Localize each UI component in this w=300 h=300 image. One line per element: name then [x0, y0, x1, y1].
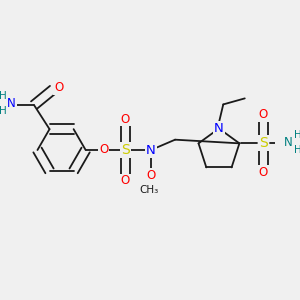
- Text: N: N: [146, 143, 156, 157]
- Text: H: H: [294, 130, 300, 140]
- Text: H: H: [0, 92, 7, 101]
- Text: O: O: [121, 112, 130, 125]
- Text: O: O: [54, 81, 64, 94]
- Text: N: N: [284, 136, 293, 149]
- Text: S: S: [121, 143, 130, 157]
- Text: H: H: [0, 106, 7, 116]
- Text: S: S: [259, 136, 268, 150]
- Text: O: O: [99, 142, 108, 156]
- Text: O: O: [259, 166, 268, 179]
- Text: CH₃: CH₃: [140, 184, 159, 195]
- Text: N: N: [7, 97, 16, 110]
- Text: N: N: [214, 122, 224, 135]
- Text: O: O: [259, 108, 268, 121]
- Text: O: O: [121, 175, 130, 188]
- Text: H: H: [294, 145, 300, 155]
- Text: O: O: [146, 169, 156, 182]
